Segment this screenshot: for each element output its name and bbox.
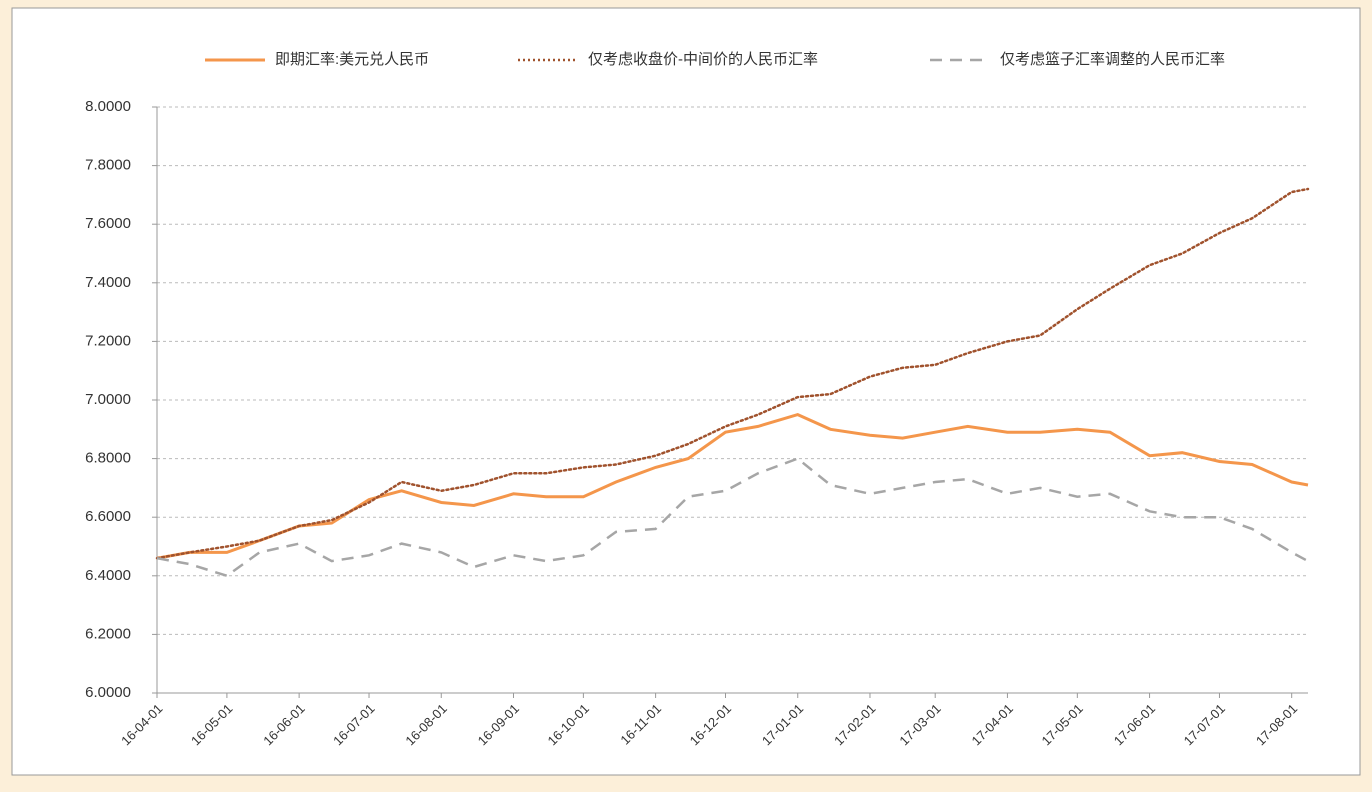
legend-label: 仅考虑收盘价-中间价的人民币汇率 (588, 50, 818, 68)
legend-label: 仅考虑篮子汇率调整的人民币汇率 (1000, 50, 1225, 68)
y-tick-label: 7.0000 (85, 391, 131, 408)
y-tick-label: 6.8000 (85, 450, 131, 467)
y-tick-label: 7.8000 (85, 157, 131, 174)
legend-label: 即期汇率:美元兑人民币 (275, 51, 429, 68)
y-tick-label: 7.6000 (85, 215, 131, 232)
chart-panel (11, 7, 1361, 776)
y-tick-label: 7.2000 (85, 332, 131, 349)
series-line (155, 187, 1310, 560)
y-tick-label: 6.2000 (85, 625, 131, 642)
y-tick-label: 6.0000 (85, 684, 131, 701)
series-line (156, 457, 1309, 578)
y-tick-label: 6.6000 (85, 508, 131, 525)
y-tick-label: 7.4000 (85, 274, 131, 291)
y-tick-label: 8.0000 (85, 98, 131, 115)
y-tick-label: 6.4000 (85, 567, 131, 584)
